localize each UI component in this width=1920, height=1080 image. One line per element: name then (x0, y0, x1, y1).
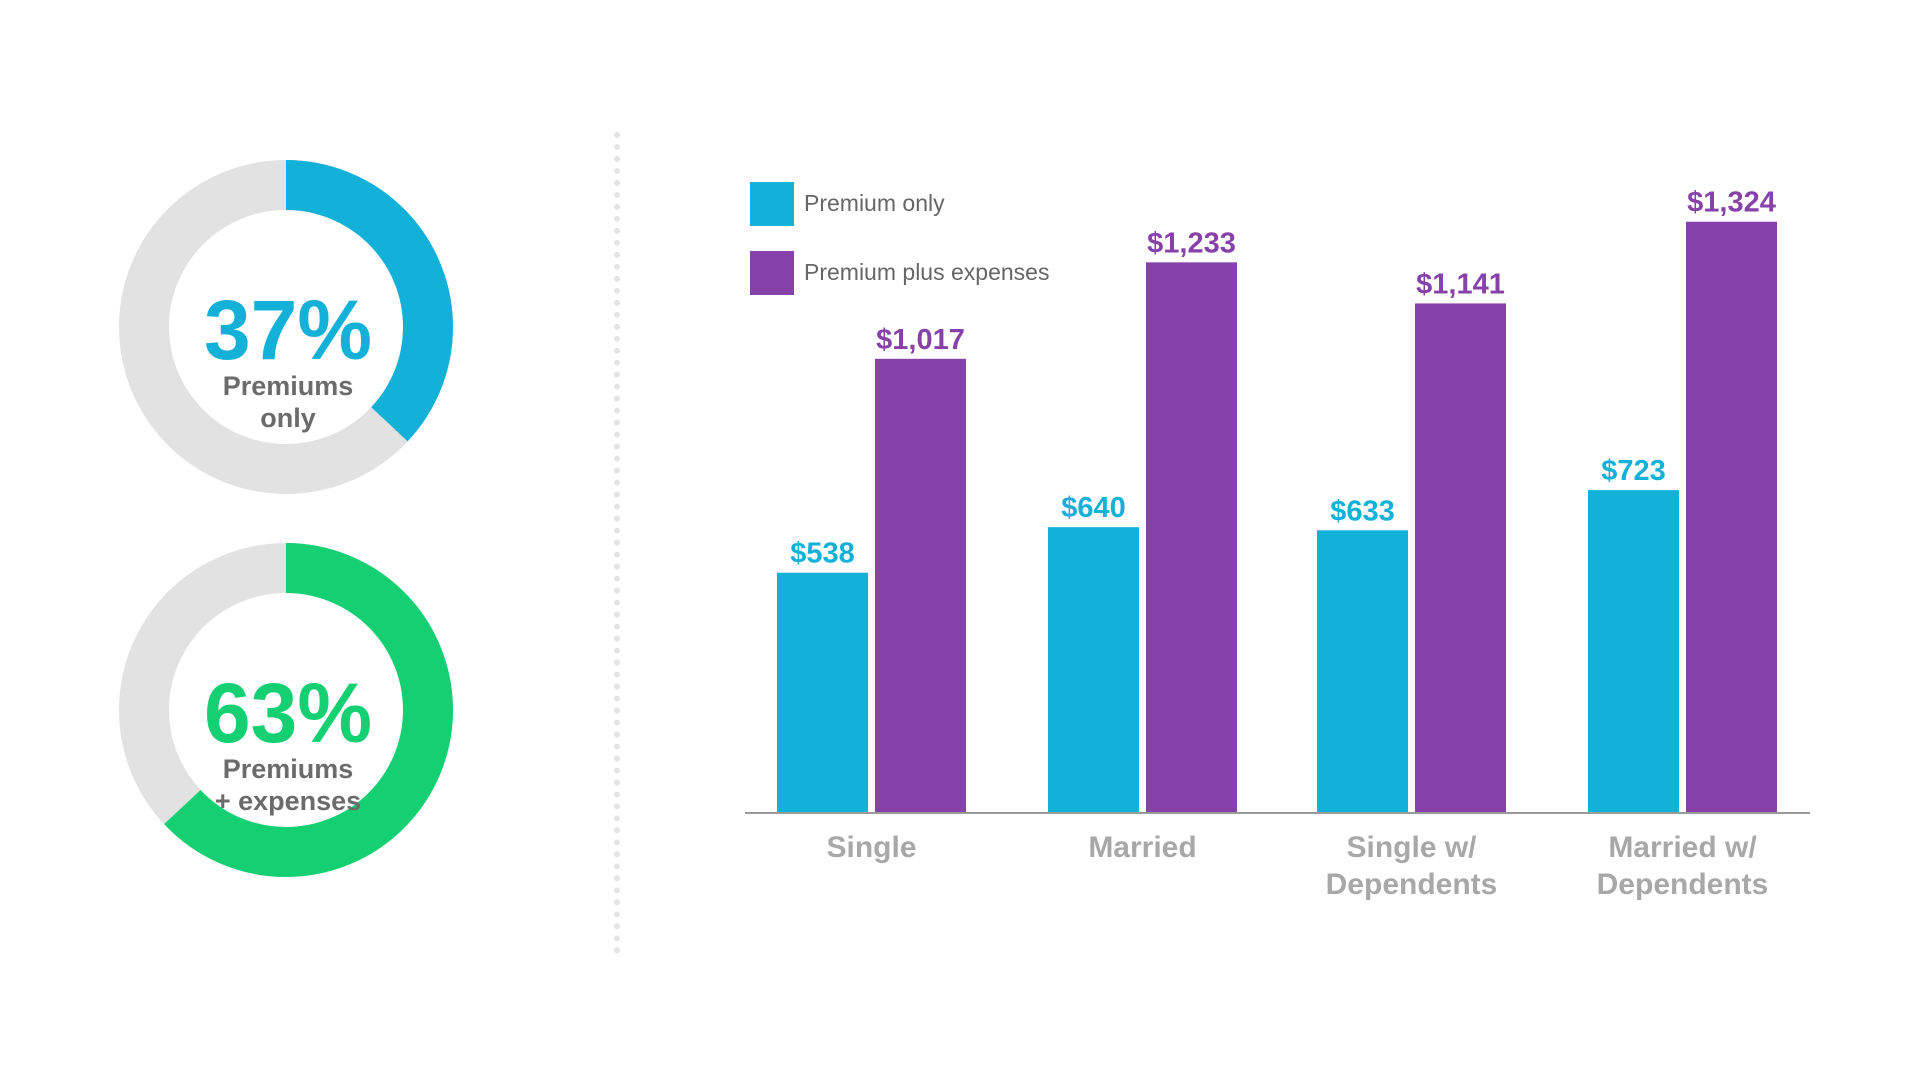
bar (1317, 530, 1408, 813)
donut-label-line2: only (260, 403, 316, 433)
bar-value-label: $1,141 (1416, 268, 1505, 300)
bar (875, 358, 966, 813)
bar (1048, 527, 1139, 813)
bar-value-label: $1,324 (1687, 187, 1776, 219)
category-label: Single w/ (1346, 831, 1477, 864)
bar (1415, 303, 1506, 813)
bar-value-label: $538 (790, 538, 855, 570)
dotted-divider (614, 132, 620, 954)
category-label: Dependents (1326, 868, 1498, 901)
bar (1146, 262, 1237, 814)
donut-percent-label: 63% (204, 666, 372, 760)
legend-label: Premium only (804, 190, 945, 216)
donut-arc (119, 543, 453, 877)
legend-item-2: Premium plus expenses (750, 251, 1049, 295)
bar (1686, 221, 1777, 813)
bar-value-label: $633 (1330, 495, 1395, 527)
donut-2: 63%Premiums+ expenses (119, 543, 453, 877)
donut-label-line1: Premiums (223, 371, 354, 401)
category-label: Dependents (1597, 868, 1769, 901)
bar-value-label: $723 (1601, 455, 1666, 487)
legend-label: Premium plus expenses (804, 259, 1049, 285)
category-label: Single (826, 831, 916, 864)
legend-swatch (750, 251, 794, 295)
bar-value-label: $1,017 (876, 324, 965, 356)
bar-value-label: $640 (1061, 492, 1126, 524)
legend-swatch (750, 182, 794, 226)
donut-percent-label: 37% (204, 283, 372, 377)
donut-label-line2: + expenses (215, 786, 361, 816)
bar (777, 572, 868, 813)
bar-chart: Premium only Premium plus expenses $538 $1,… (745, 182, 1810, 901)
donut-label-line1: Premiums (223, 754, 354, 784)
category-label: Married w/ (1608, 831, 1757, 864)
category-label: Married (1088, 831, 1196, 864)
bar (1588, 490, 1679, 813)
bar-value-label: $1,233 (1147, 227, 1236, 259)
legend-item-1: Premium only (750, 182, 945, 226)
donut-arc (119, 160, 453, 494)
